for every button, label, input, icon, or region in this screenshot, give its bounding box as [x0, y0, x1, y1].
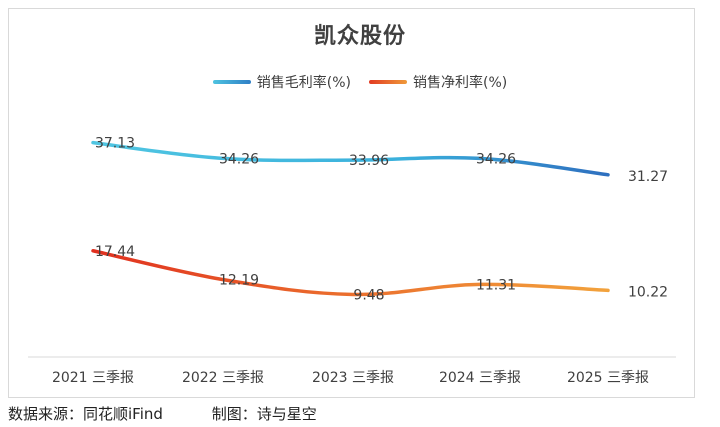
legend-swatch-net-margin — [369, 80, 407, 84]
chart-footer: 数据来源：同花顺iFind 制图：诗与星空 — [8, 403, 708, 424]
chart-title: 凯众股份 — [313, 24, 406, 49]
data-label-gross-margin-0: 37.13 — [95, 136, 135, 152]
data-label-net-margin-1: 12.19 — [219, 273, 259, 289]
legend-item-net-margin: 销售净利率(%) — [369, 72, 507, 92]
series-line-gross-margin — [91, 140, 610, 177]
data-label-net-margin-3: 11.31 — [476, 277, 516, 293]
data-label-gross-margin-3: 34.26 — [476, 151, 516, 167]
x-tick-label-2: 2023 三季报 — [312, 370, 394, 386]
data-label-net-margin-0: 17.44 — [95, 244, 135, 260]
data-label-gross-margin-1: 34.26 — [219, 151, 259, 167]
author-note: 制图：诗与星空 — [211, 405, 317, 423]
legend-label-gross-margin: 销售毛利率(%) — [256, 75, 351, 91]
x-tick-label-4: 2025 三季报 — [567, 370, 649, 386]
data-label-gross-margin-4: 31.27 — [628, 169, 668, 185]
legend-swatch-gross-margin — [212, 80, 251, 84]
x-tick-label-1: 2022 三季报 — [182, 370, 264, 386]
chart-frame — [8, 8, 695, 398]
x-tick-label-0: 2021 三季报 — [52, 370, 134, 386]
data-label-gross-margin-2: 33.96 — [349, 153, 389, 169]
data-label-net-margin-2: 9.48 — [353, 287, 384, 303]
legend-item-gross-margin: 销售毛利率(%) — [212, 72, 351, 92]
legend-label-net-margin: 销售净利率(%) — [413, 75, 508, 91]
chart-legend: 销售毛利率(%) 销售净利率(%) — [0, 72, 720, 92]
x-tick-label-3: 2024 三季报 — [439, 370, 521, 386]
data-label-net-margin-4: 10.22 — [628, 284, 668, 300]
source-note: 数据来源：同花顺iFind — [8, 405, 163, 423]
series-line-net-margin — [91, 249, 610, 297]
